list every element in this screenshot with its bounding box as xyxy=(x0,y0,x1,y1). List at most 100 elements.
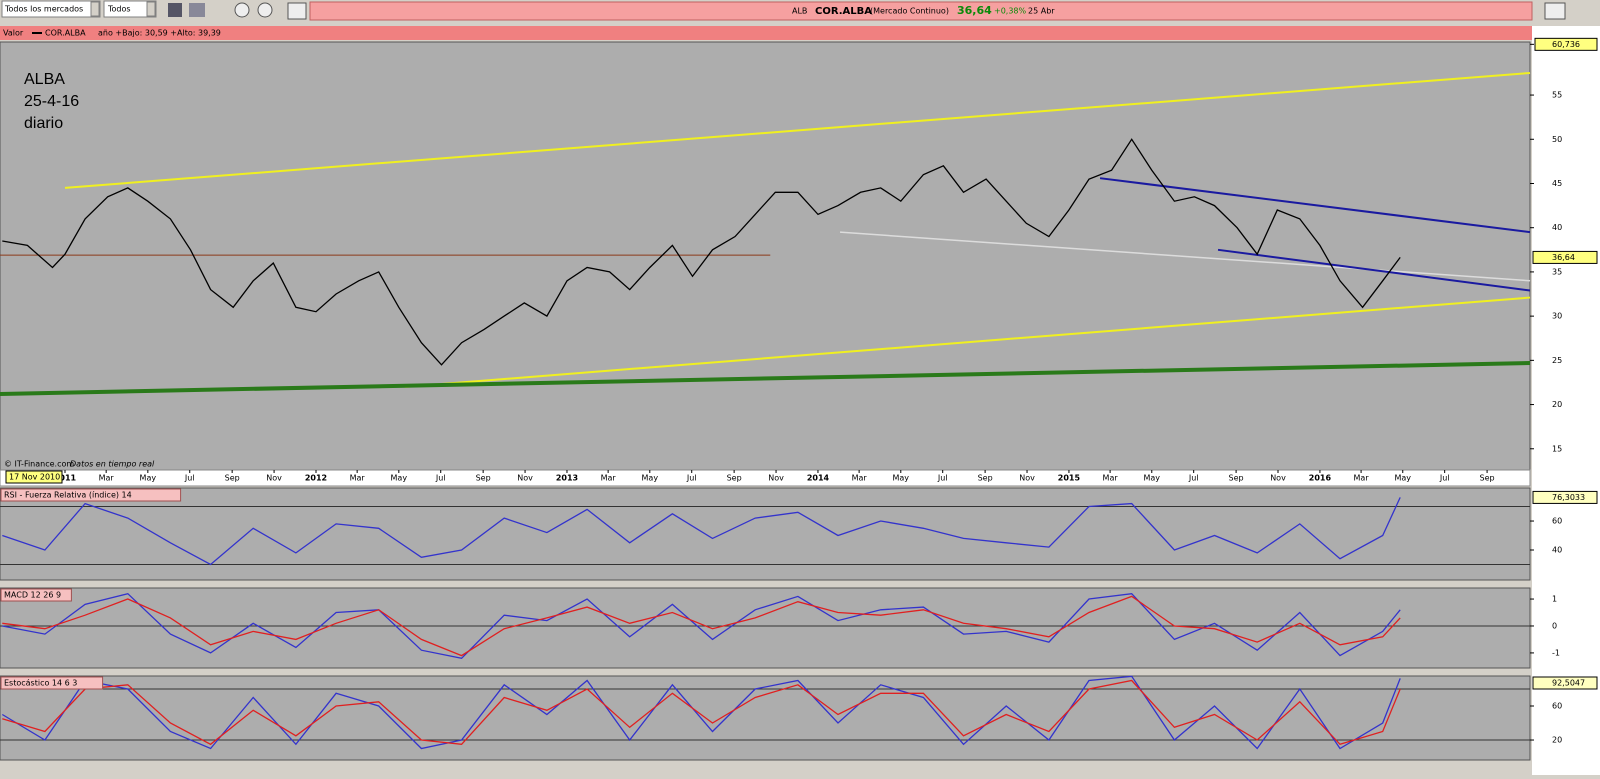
legend-entry: COR.ALBA xyxy=(45,29,86,38)
y-tick-label: 50 xyxy=(1552,135,1562,144)
x-tick-label: 2013 xyxy=(556,474,578,483)
y-tick-label: 60 xyxy=(1552,702,1562,711)
cursor-date-box xyxy=(5,470,63,484)
y-tick-label: 55 xyxy=(1552,91,1562,100)
quote-date: 25 Abr xyxy=(1028,7,1055,16)
trendline xyxy=(0,361,1531,396)
x-tick-label: Mar xyxy=(601,474,617,483)
x-tick-label: Sep xyxy=(476,474,491,483)
dropdown-button[interactable] xyxy=(90,1,100,17)
realtime-note: Datos en tiempo real xyxy=(70,460,155,469)
quote-bar xyxy=(309,1,1533,21)
x-tick-label: Sep xyxy=(225,474,240,483)
plot-area xyxy=(0,41,1531,471)
x-tick-label: Jul xyxy=(1188,474,1199,483)
x-tick-label: Sep xyxy=(978,474,993,483)
info-label: Valor xyxy=(3,29,24,38)
y-label-box xyxy=(1534,37,1598,51)
y-tick-label: 30 xyxy=(1552,312,1562,321)
y-tick-label: 60 xyxy=(1552,517,1562,526)
panel-title-box xyxy=(0,676,104,690)
x-tick-label: 2012 xyxy=(305,474,327,483)
y-tick-label: 20 xyxy=(1552,736,1562,745)
x-tick-label: Mar xyxy=(1354,474,1370,483)
quote-market: (Mercado Continuo) xyxy=(870,7,949,16)
x-tick-label: Jul xyxy=(937,474,948,483)
x-tick-label: Sep xyxy=(1480,474,1495,483)
panel-title: RSI - Fuerza Relativa (índice) 14 xyxy=(4,491,132,500)
series-line xyxy=(2,497,1401,566)
chart-icon[interactable] xyxy=(287,2,307,20)
plot-area xyxy=(0,487,1531,581)
x-tick-label: Mar xyxy=(1103,474,1119,483)
help-icon[interactable] xyxy=(234,2,250,18)
x-tick-label: 2015 xyxy=(1058,474,1081,483)
y-tick-label: 20 xyxy=(1552,400,1562,409)
cursor-date: 17 Nov 2010 xyxy=(9,473,60,482)
x-tick-label: May xyxy=(893,474,910,483)
right-axis-area xyxy=(1532,26,1600,775)
x-tick-label: Jul xyxy=(435,474,446,483)
print-icon[interactable] xyxy=(189,3,205,17)
y-tick-label: 40 xyxy=(1552,223,1562,232)
annotation: 25-4-16 xyxy=(24,93,79,110)
last-value-box xyxy=(1532,250,1598,264)
quote-ticker: ALB xyxy=(792,7,807,16)
series-line xyxy=(1,675,1401,750)
y-tick-label: 60,736 xyxy=(1552,40,1580,49)
trendline xyxy=(405,296,1531,388)
x-tick-label: Nov xyxy=(1019,474,1035,483)
market-select[interactable] xyxy=(1,0,101,18)
plot-area xyxy=(0,587,1531,669)
plot-area xyxy=(0,675,1531,761)
last-value-box xyxy=(1532,490,1598,504)
x-tick-label: May xyxy=(1143,474,1160,483)
x-tick-label: Mar xyxy=(99,474,115,483)
chart-icon[interactable] xyxy=(1544,2,1566,20)
x-tick-label: 2011 xyxy=(54,474,77,483)
dropdown-button[interactable] xyxy=(146,1,156,17)
info-bar xyxy=(0,26,1532,40)
y-tick-label: 45 xyxy=(1552,179,1562,188)
x-tick-label: Jul xyxy=(686,474,697,483)
quote-change: +0,38% xyxy=(994,7,1027,16)
last-value-label: 92,5047 xyxy=(1552,679,1585,688)
y-tick-label: 1 xyxy=(1552,595,1557,604)
x-tick-label: Nov xyxy=(517,474,533,483)
x-tick-label: Nov xyxy=(768,474,784,483)
x-tick-label: May xyxy=(642,474,659,483)
x-tick-label: 2016 xyxy=(1309,474,1332,483)
filter-select-text: Todos xyxy=(107,5,131,14)
last-value-label: 76,3033 xyxy=(1552,493,1585,502)
series-line xyxy=(2,138,1401,366)
x-tick-label: Mar xyxy=(350,474,366,483)
x-tick-label: Nov xyxy=(1270,474,1286,483)
info-stats: año +Bajo: 30,59 +Alto: 39,39 xyxy=(98,29,221,38)
x-tick-label: 2014 xyxy=(807,474,830,483)
y-tick-label: 35 xyxy=(1552,267,1562,276)
x-tick-label: Jul xyxy=(184,474,195,483)
info-icon[interactable] xyxy=(257,2,273,18)
series-line xyxy=(2,592,1401,660)
panel-title-box xyxy=(0,488,182,502)
series-line xyxy=(2,679,1401,746)
save-icon[interactable] xyxy=(168,3,182,17)
trendline xyxy=(64,71,1531,189)
trendline xyxy=(1217,248,1531,292)
panel-title: Estocástico 14 6 3 xyxy=(4,679,77,688)
panel-title-box xyxy=(0,588,72,602)
y-tick-label: 0 xyxy=(1552,621,1557,630)
y-tick-label: 25 xyxy=(1552,356,1562,365)
y-tick-label: -1 xyxy=(1552,648,1560,657)
x-tick-label: Jul xyxy=(1439,474,1450,483)
quote-name: COR.ALBA xyxy=(815,6,872,17)
filter-select[interactable] xyxy=(103,0,157,18)
last-value-label: 36,64 xyxy=(1552,253,1575,262)
x-tick-label: Mar xyxy=(852,474,868,483)
annotation: ALBA xyxy=(24,71,65,88)
last-value-box xyxy=(1532,676,1598,690)
quote-price: 36,64 xyxy=(957,4,992,17)
series-line xyxy=(2,595,1401,657)
